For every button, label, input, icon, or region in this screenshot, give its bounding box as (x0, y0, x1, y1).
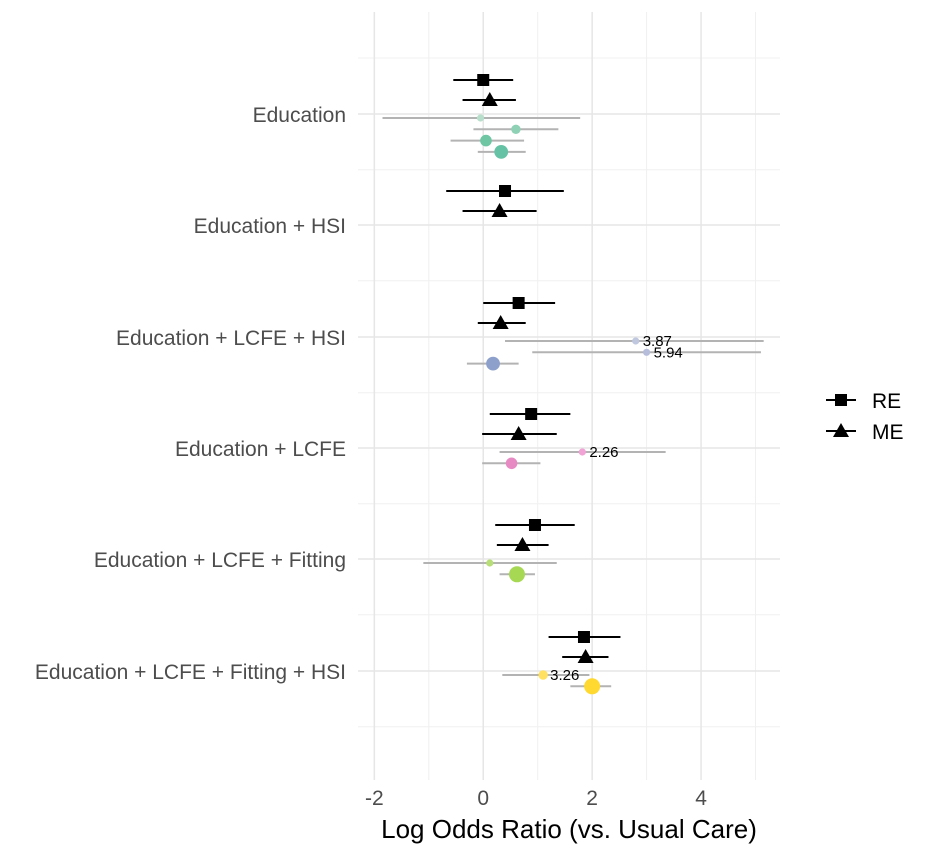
pooled-point-me (481, 92, 498, 106)
legend: RE ME (826, 390, 904, 444)
study-point (494, 145, 509, 159)
pooled-point-me (577, 649, 594, 663)
study-annotation: 2.26 (589, 444, 618, 461)
y-axis-categories: Education Education + HSI Education + LCFE… (35, 104, 346, 684)
y-tick-label: Education + LCFE + Fitting (94, 549, 346, 572)
study-point (538, 670, 548, 680)
y-tick-label: Education + LCFE + HSI (116, 327, 346, 350)
pooled-point-me (491, 203, 508, 217)
study-point (511, 124, 521, 134)
x-axis-ticks: -2 0 2 4 (365, 787, 707, 810)
y-tick-label: Education + HSI (194, 215, 346, 238)
pooled-point-re (577, 631, 590, 643)
pooled-point-me (492, 315, 509, 329)
study-point (508, 566, 525, 583)
y-tick-label: Education + LCFE + Fitting + HSI (35, 661, 346, 684)
legend-re-square (835, 394, 847, 406)
pooled-point-re (525, 408, 538, 420)
grid (358, 12, 780, 780)
pooled-point-re (528, 519, 541, 531)
pooled-point-re (499, 185, 512, 197)
study-point (486, 559, 494, 567)
x-tick-label: -2 (365, 787, 384, 810)
study-annotation: 3.26 (550, 667, 579, 684)
study-annotation: 5.94 (654, 344, 683, 361)
study-point (476, 114, 485, 122)
study-point (480, 134, 492, 147)
pooled-point-re (477, 74, 490, 86)
legend-re-label: RE (872, 390, 901, 413)
study-point (578, 448, 586, 456)
pooled-point-re (512, 297, 525, 309)
pooled-point-me (514, 537, 531, 551)
study-point (584, 678, 601, 695)
x-tick-label: 0 (477, 787, 489, 810)
data-marks: 3.875.94 2.26 3.26 (382, 74, 764, 695)
legend-entry-me: ME (826, 421, 904, 444)
study-annotation: 3.87 (643, 333, 672, 350)
y-tick-label: Education + LCFE (175, 438, 346, 461)
study-point (642, 348, 651, 356)
x-tick-label: 4 (695, 787, 707, 810)
y-tick-label: Education (253, 104, 346, 127)
study-point (505, 457, 518, 470)
x-tick-label: 2 (586, 787, 598, 810)
legend-entry-re: RE (826, 390, 901, 413)
pooled-point-me (510, 426, 527, 440)
x-axis-title: Log Odds Ratio (vs. Usual Care) (381, 814, 757, 844)
legend-me-label: ME (872, 421, 904, 444)
legend-me-triangle (833, 423, 849, 437)
study-point (486, 356, 500, 371)
study-point (632, 337, 640, 345)
